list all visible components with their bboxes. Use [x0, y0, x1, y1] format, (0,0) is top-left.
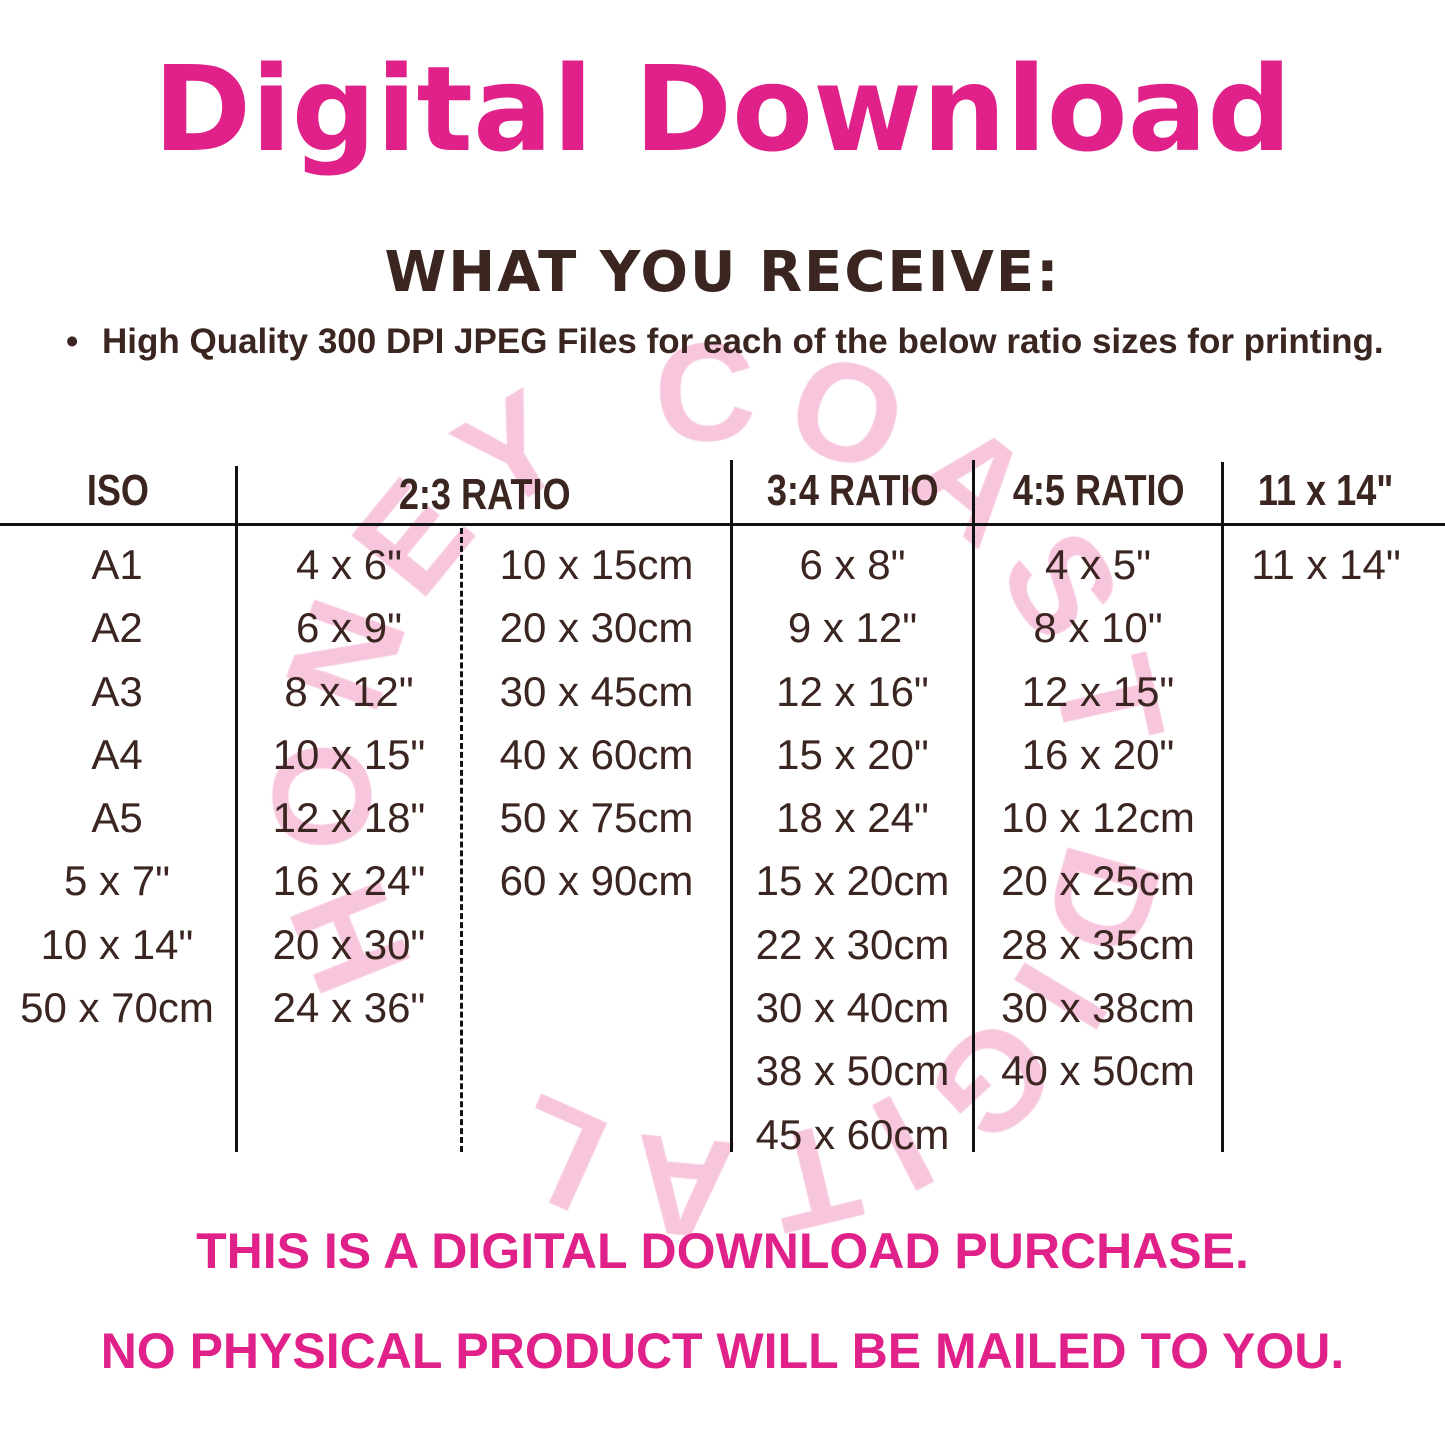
table-cell: 10 x 15cm — [499, 541, 694, 588]
table-cell: 20 x 30" — [272, 920, 426, 968]
table-cell: 15 x 20cm — [755, 857, 950, 905]
header-11x14-label: 11 x 14" — [1258, 466, 1394, 515]
table-cell: 40 x 50cm — [1001, 1047, 1195, 1095]
column-divider — [972, 460, 975, 1152]
table-cell: 9 x 12" — [787, 604, 918, 652]
table-cell: 18 x 24" — [776, 794, 929, 842]
table-cell: A1 — [91, 541, 143, 588]
table-cell: 38 x 50cm — [755, 1047, 950, 1095]
bullet-item: • High Quality 300 DPI JPEG Files for ea… — [66, 320, 1426, 410]
footer-notice-2: NO PHYSICAL PRODUCT WILL BE MAILED TO YO… — [100, 1323, 1345, 1379]
table-cell: 28 x 35cm — [1001, 920, 1195, 968]
header-divider — [0, 523, 1445, 526]
header-ratio-2-3: 2:3 RATIO — [240, 470, 730, 520]
table-cell: 11 x 14" — [1251, 541, 1401, 588]
table-cell: 24 x 36" — [272, 984, 426, 1032]
table-cell: 50 x 70cm — [20, 984, 214, 1032]
table-cell: A5 — [91, 794, 143, 842]
table-cell: 8 x 12" — [284, 667, 414, 715]
header-iso-label: ISO — [86, 466, 150, 515]
column-iso: A1 A2 A3 A4 A5 5 x 7" 10 x 14" 50 x 70cm — [0, 533, 234, 1039]
table-cell: 40 x 60cm — [499, 730, 694, 778]
table-cell: 45 x 60cm — [755, 1110, 950, 1158]
table-cell: 30 x 45cm — [499, 667, 694, 715]
footer-notice-1: THIS IS A DIGITAL DOWNLOAD PURCHASE. — [196, 1223, 1249, 1279]
table-cell: 4 x 6" — [296, 541, 402, 588]
column-3-4: 6 x 8" 9 x 12" 12 x 16" 15 x 20" 18 x 24" 15 … — [734, 533, 971, 1166]
table-cell: 20 x 25cm — [1001, 857, 1195, 905]
header-ratio-4-5: 4:5 RATIO — [977, 466, 1221, 516]
table-cell: 30 x 40cm — [755, 984, 950, 1032]
header-ratio-3-4-label: 3:4 RATIO — [767, 466, 939, 515]
header-11x14: 11 x 14" — [1226, 466, 1426, 516]
table-cell: 8 x 10" — [1033, 604, 1163, 652]
bullet-text: High Quality 300 DPI JPEG Files for each… — [102, 322, 1384, 361]
table-cell: 30 x 38cm — [1001, 984, 1195, 1032]
section-heading: WHAT YOU RECEIVE: — [384, 240, 1061, 305]
table-cell: A3 — [91, 667, 143, 715]
header-iso: ISO — [18, 466, 218, 516]
table-cell: 15 x 20" — [776, 730, 929, 778]
table-cell: 16 x 24" — [272, 857, 426, 905]
column-4-5: 4 x 5" 8 x 10" 12 x 15" 16 x 20" 10 x 12cm 20… — [976, 533, 1220, 1103]
column-divider — [730, 460, 733, 1152]
column-11x14: 11 x 14" — [1226, 533, 1426, 596]
column-divider-dashed — [460, 528, 463, 1152]
table-cell: 60 x 90cm — [499, 857, 694, 905]
column-2-3-cm: 10 x 15cm 20 x 30cm 30 x 45cm 40 x 60cm 50 x… — [465, 533, 728, 913]
table-cell: A4 — [91, 730, 143, 778]
table-cell: 12 x 16" — [776, 667, 929, 715]
table-cell: 10 x 14" — [40, 920, 194, 968]
table-cell: 10 x 15" — [272, 730, 426, 778]
header-ratio-3-4: 3:4 RATIO — [734, 466, 972, 516]
table-cell: 22 x 30cm — [755, 920, 950, 968]
table-cell: A2 — [91, 604, 143, 652]
table-cell: 12 x 15" — [1021, 667, 1175, 715]
column-divider — [235, 466, 238, 1152]
column-2-3-inch: 4 x 6" 6 x 9" 8 x 12" 10 x 15" 12 x 18" 16 x … — [240, 533, 458, 1039]
table-cell: 6 x 9" — [296, 604, 402, 652]
table-cell: 12 x 18" — [272, 794, 426, 842]
header-ratio-2-3-label: 2:3 RATIO — [399, 470, 571, 519]
table-cell: 10 x 12cm — [1001, 794, 1195, 842]
table-cell: 16 x 20" — [1021, 730, 1175, 778]
page-title: Digital Download — [153, 40, 1292, 178]
header-ratio-4-5-label: 4:5 RATIO — [1013, 466, 1185, 515]
table-cell: 50 x 75cm — [499, 794, 694, 842]
bullet-marker: • — [66, 322, 79, 361]
table-cell: 5 x 7" — [64, 857, 170, 905]
column-divider — [1221, 462, 1224, 1152]
table-cell: 6 x 8" — [799, 541, 906, 588]
table-cell: 4 x 5" — [1045, 541, 1151, 588]
table-cell: 20 x 30cm — [499, 604, 694, 652]
